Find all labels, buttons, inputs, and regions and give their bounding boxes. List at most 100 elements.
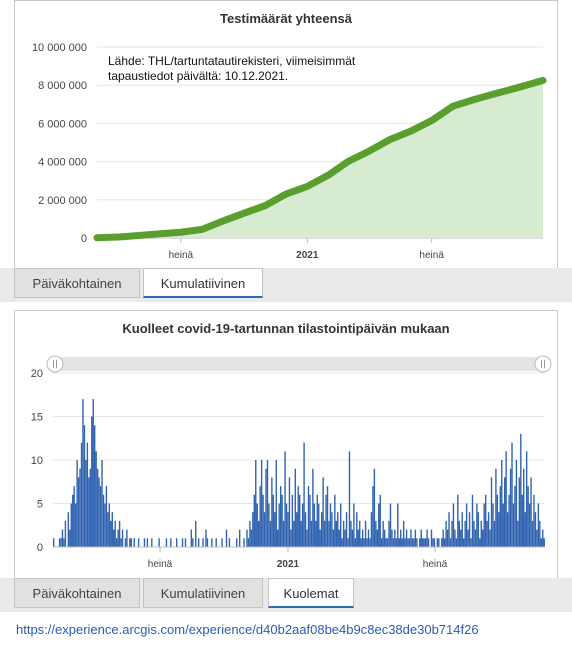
bottom-bar — [405, 529, 408, 547]
bottom-bar — [419, 538, 421, 547]
bottom-bar — [379, 494, 381, 547]
bottom-bar — [271, 477, 273, 547]
bottom-bar — [92, 399, 94, 547]
bottom-bar — [476, 503, 478, 547]
top-tab-bar: Päiväkohtainen Kumulatiivinen — [0, 268, 572, 302]
bottom-bar — [312, 468, 314, 547]
bottom-bar — [442, 529, 444, 547]
bottom-bar — [540, 538, 542, 547]
bottom-bar — [301, 503, 304, 547]
bottom-bar — [436, 538, 439, 547]
bottom-bar — [498, 512, 500, 547]
bottom-bar — [420, 529, 422, 547]
bottom-bar — [360, 538, 362, 547]
bottom-bar — [504, 477, 506, 547]
bottom-bar — [316, 494, 318, 547]
bottom-bar — [484, 494, 487, 547]
bottom-bar — [505, 451, 507, 547]
tab-kuolemat[interactable]: Kuolemat — [268, 578, 354, 608]
bottom-bar — [236, 538, 238, 547]
bottom-bar — [344, 529, 346, 547]
bottom-bar — [111, 512, 113, 547]
bottom-bar — [410, 529, 412, 547]
bottom-bar — [382, 520, 384, 547]
bottom-bar — [184, 538, 187, 547]
bottom-bar — [246, 529, 248, 547]
bottom-bar — [274, 512, 276, 547]
bottom-bar — [320, 512, 323, 547]
bottom-y-tick-label: 5 — [37, 499, 43, 511]
bottom-bar — [463, 538, 465, 547]
bottom-bar — [536, 529, 538, 547]
bottom-bar — [83, 425, 86, 547]
top-note-line2: tapaustiedot päivältä: 10.12.2021. — [108, 69, 288, 83]
bottom-bar — [479, 538, 481, 547]
bottom-bar — [277, 529, 279, 547]
bottom-bar — [514, 486, 516, 547]
bottom-bar — [527, 486, 529, 547]
bottom-bar — [96, 468, 99, 547]
bottom-bar — [269, 520, 272, 547]
bottom-bar — [342, 520, 345, 547]
bottom-bar — [448, 512, 450, 547]
bottom-bar — [483, 503, 485, 547]
bottom-bar — [325, 494, 327, 547]
bottom-bar — [328, 520, 330, 547]
bottom-bar — [502, 503, 504, 547]
top-area-fill — [97, 80, 543, 238]
bottom-bar — [102, 494, 105, 547]
bottom-bar — [318, 503, 320, 547]
bottom-bar — [265, 468, 267, 547]
bottom-bar — [470, 538, 472, 547]
bottom-bar — [334, 494, 336, 547]
range-slider-right-handle[interactable] — [534, 355, 552, 373]
footer-url[interactable]: https://experience.arcgis.com/experience… — [16, 622, 479, 637]
bottom-bar — [353, 503, 355, 547]
bottom-bar — [389, 503, 392, 547]
bottom-bar — [422, 538, 424, 547]
bottom-bar — [113, 529, 115, 547]
bottom-bar — [252, 512, 254, 547]
bottom-bar — [266, 460, 269, 547]
tab-kumulatiivinen-top[interactable]: Kumulatiivinen — [143, 268, 263, 298]
bottom-bar — [449, 538, 452, 547]
bottom-bar — [58, 538, 61, 547]
bottom-bar — [281, 494, 283, 547]
bottom-bar — [114, 520, 116, 547]
bottom-bar — [67, 512, 70, 547]
bottom-bar — [250, 529, 253, 547]
bottom-bar — [388, 520, 390, 547]
bottom-bar — [378, 503, 380, 547]
bottom-bar — [359, 520, 361, 547]
top-y-tick-label: 0 — [81, 233, 87, 245]
bottom-bar — [86, 442, 89, 547]
bottom-bar — [408, 538, 411, 547]
bottom-bar — [451, 520, 453, 547]
bottom-bar — [197, 538, 200, 547]
tab-paivakohtainen-top[interactable]: Päiväkohtainen — [14, 268, 140, 298]
bottom-bar — [99, 486, 102, 547]
bottom-bar — [190, 529, 193, 547]
bottom-bar — [88, 477, 90, 547]
bottom-bar — [105, 486, 108, 547]
tab-kumulatiivinen-bottom[interactable]: Kumulatiivinen — [143, 578, 263, 608]
bottom-x-tick-label: 2021 — [277, 559, 300, 570]
bottom-bar — [284, 451, 286, 547]
bottom-bar — [285, 503, 288, 547]
bottom-bar — [259, 486, 261, 547]
bottom-bar — [70, 503, 72, 547]
bottom-bar — [345, 512, 348, 547]
bottom-bar — [383, 529, 386, 547]
bottom-bar — [195, 520, 197, 547]
bottom-bar — [80, 442, 83, 547]
bottom-bar — [326, 486, 329, 547]
bottom-bar — [464, 520, 466, 547]
top-series-line — [93, 76, 547, 242]
range-slider-left-handle[interactable] — [46, 355, 64, 373]
bottom-bar — [398, 538, 400, 547]
tab-paivakohtainen-bottom[interactable]: Päiväkohtainen — [14, 578, 140, 608]
bottom-bar — [130, 538, 132, 547]
range-slider-track[interactable] — [55, 357, 543, 371]
bottom-bar — [524, 512, 526, 547]
bottom-bar — [297, 486, 299, 547]
